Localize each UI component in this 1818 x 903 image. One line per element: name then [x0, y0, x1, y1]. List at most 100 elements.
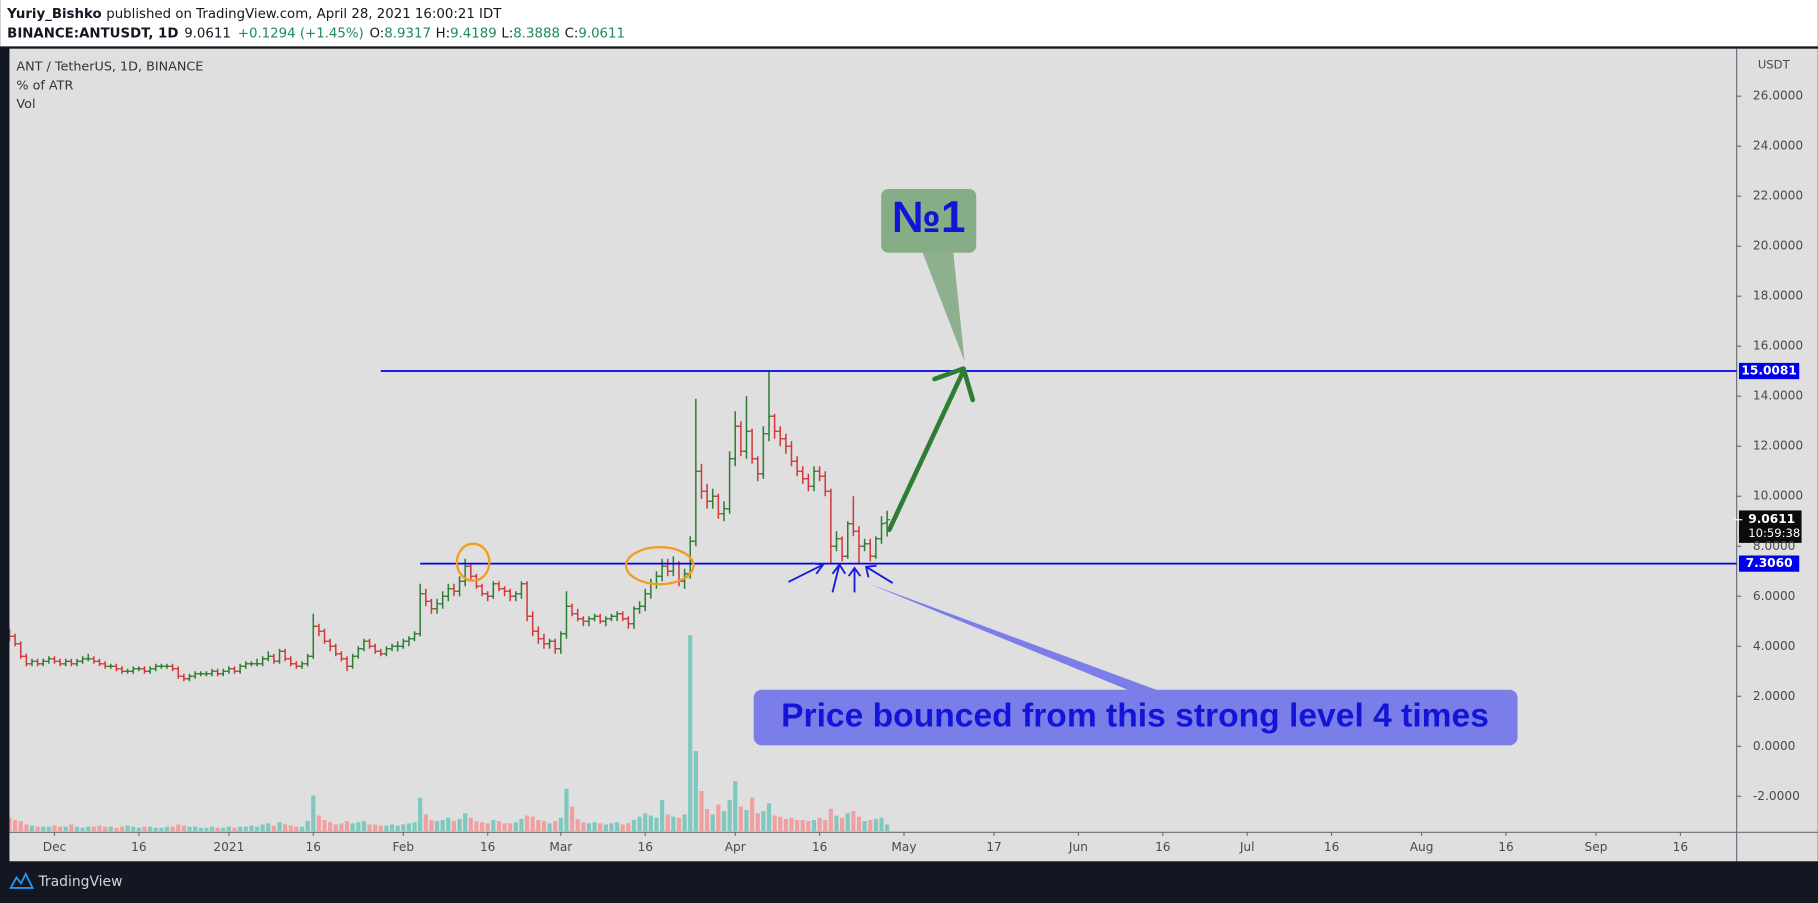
volume-bar: [114, 827, 119, 832]
volume-bar: [541, 821, 547, 832]
volume-bar: [440, 820, 445, 832]
y-tick-label: 8.0000: [1753, 539, 1796, 553]
volume-bar: [429, 820, 434, 832]
x-tick-label: 16: [1498, 840, 1513, 854]
volume-bar: [283, 824, 288, 832]
brand-logo: [9, 871, 35, 889]
volume-bar: [800, 820, 805, 832]
callout-text: Price bounced from this strong level 4 t…: [781, 697, 1489, 734]
volume-bar: [457, 818, 462, 832]
high-label: H:: [436, 27, 451, 42]
volume-bar: [558, 817, 563, 832]
x-tick-label: 17: [986, 840, 1001, 854]
volume-bar: [806, 821, 811, 832]
open-value: 8.9317: [384, 27, 431, 42]
level-label: 15.0081: [1741, 364, 1796, 378]
volume-bar: [553, 821, 558, 832]
y-tick-label: 6.0000: [1753, 589, 1796, 603]
volume-bar: [406, 823, 412, 832]
legend-indicator: Vol: [16, 97, 35, 112]
volume-bar: [862, 821, 867, 832]
volume-bar: [176, 824, 181, 832]
x-tick-label: 16: [131, 840, 146, 854]
volume-bar: [412, 822, 417, 832]
target-box: [881, 188, 977, 253]
brand[interactable]: TradingView: [37, 874, 122, 890]
volume-bar: [69, 824, 74, 832]
volume-bar: [418, 797, 423, 832]
volume-bar: [451, 821, 457, 832]
volume-bar: [491, 820, 496, 832]
volume-bar: [676, 817, 682, 832]
header-bg: [0, 0, 1818, 47]
volume-bar: [395, 825, 400, 832]
volume-bar: [496, 821, 502, 832]
volume-bar: [434, 821, 440, 832]
price-layer: [9, 371, 890, 682]
volume-bar: [766, 803, 772, 832]
volume-bar: [305, 821, 310, 832]
highlight-circle: [625, 545, 695, 586]
volume-bar: [198, 827, 203, 832]
volume-bar: [665, 814, 670, 832]
volume-bar: [243, 826, 248, 832]
volume-bar: [795, 820, 800, 832]
volume-bar: [744, 809, 749, 832]
volume-bar: [530, 816, 535, 832]
volume-bar: [811, 820, 817, 832]
volume-bar: [519, 818, 524, 832]
volume-bar: [755, 813, 760, 832]
volume-bar: [41, 826, 46, 832]
volume-bar: [159, 827, 164, 832]
symbol: BINANCE:ANTUSDT, 1D: [7, 27, 178, 42]
y-tick-label: 2.0000: [1753, 689, 1796, 703]
volume-bar: [772, 815, 777, 832]
volume-bar: [671, 816, 676, 832]
target-arrow: [886, 366, 976, 533]
volume-bar: [603, 824, 608, 832]
y-tick-label: 10.0000: [1753, 489, 1803, 503]
volume-bar: [620, 824, 625, 832]
volume-bar: [845, 813, 850, 832]
volume-bar: [479, 822, 485, 832]
volume-bar: [569, 806, 575, 832]
x-tick-label: 16: [306, 840, 321, 854]
volume-bar: [513, 822, 518, 832]
volume-bar: [97, 825, 102, 832]
volume-bar: [547, 823, 552, 832]
y-tick-label: 24.0000: [1753, 139, 1803, 153]
volume-bar: [361, 821, 367, 832]
volume-bar: [738, 806, 743, 832]
volume-bar: [215, 827, 220, 832]
volume-bar: [868, 820, 873, 832]
arrow: [831, 562, 847, 593]
volume-bar: [164, 826, 170, 832]
symbol-line: BINANCE:ANTUSDT, 1D 9.0611 +0.1294 (+1.45%…: [7, 27, 625, 42]
volume-bar: [63, 826, 68, 832]
volume-bar: [148, 826, 153, 832]
drawings: Price bounced from this strong level 4 t…: [455, 188, 1518, 746]
volume-bar: [502, 823, 507, 832]
volume-bar: [271, 825, 276, 832]
volume-bar: [817, 817, 822, 832]
volume-bar: [581, 822, 586, 832]
volume-bar: [91, 826, 96, 832]
arrow: [788, 562, 825, 583]
volume-bar: [885, 824, 890, 832]
volume-bar: [873, 818, 878, 832]
last-price-tag: [1738, 510, 1802, 543]
volume-bar: [648, 815, 653, 832]
publish-line: Yuriy_Bishko published on TradingView.com…: [6, 7, 502, 22]
volume-bar: [586, 823, 592, 832]
low-value: 8.3888: [513, 27, 560, 42]
x-tick-label: 16: [812, 840, 827, 854]
close-value: 9.0611: [578, 27, 625, 42]
volume-bar: [80, 827, 85, 832]
volume-bar: [209, 826, 215, 832]
volume-bar: [58, 826, 63, 832]
volume-bar: [232, 827, 237, 832]
x-tick-label: Apr: [725, 840, 746, 854]
volume-bar: [750, 797, 755, 832]
y-tick-label: 20.0000: [1753, 239, 1803, 253]
